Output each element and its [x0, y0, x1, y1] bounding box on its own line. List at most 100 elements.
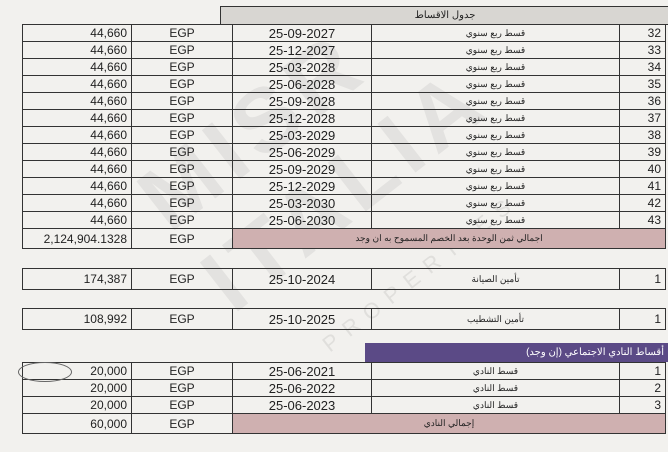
table-row: 44,660 EGP 25-12-2028 قسط ربع سنوي 37: [22, 109, 666, 127]
description: قسط ربع سنوي: [371, 109, 620, 127]
currency: EGP: [131, 75, 233, 93]
amount: 44,660: [22, 126, 132, 144]
row-number: 34: [619, 58, 666, 76]
description: قسط ربع سنوي: [371, 177, 620, 195]
amount: 44,660: [22, 109, 132, 127]
amount: 44,660: [22, 177, 132, 195]
amount: 108,992: [22, 308, 132, 330]
total-amount: 2,124,904.1328: [22, 228, 132, 249]
table-row: 44,660 EGP 25-03-2028 قسط ربع سنوي 34: [22, 58, 666, 76]
currency: EGP: [131, 160, 233, 178]
table-row: 44,660 EGP 25-12-2029 قسط ربع سنوي 41: [22, 177, 666, 195]
description: قسط ربع سنوي: [371, 24, 620, 42]
row-number: 39: [619, 143, 666, 161]
description: قسط ربع سنوي: [371, 143, 620, 161]
row-number: 43: [619, 211, 666, 229]
table-row: 20,000 EGP 25-06-2023 قسط النادي 3: [22, 396, 666, 414]
due-date: 25-03-2030: [232, 194, 372, 212]
currency: EGP: [131, 143, 233, 161]
amount: 44,660: [22, 194, 132, 212]
amount: 44,660: [22, 41, 132, 59]
currency: EGP: [131, 24, 233, 42]
table-row: 44,660 EGP 25-06-2028 قسط ربع سنوي 35: [22, 75, 666, 93]
row-number: 40: [619, 160, 666, 178]
table-row: 20,000 EGP 25-06-2022 قسط النادي 2: [22, 379, 666, 397]
row-number: 36: [619, 92, 666, 110]
amount: 20,000: [22, 396, 132, 414]
due-date: 25-12-2028: [232, 109, 372, 127]
total-row: 2,124,904.1328 EGP اجمالي ثمن الوحدة بعد…: [22, 228, 666, 249]
due-date: 25-03-2028: [232, 58, 372, 76]
currency: EGP: [131, 41, 233, 59]
due-date: 25-06-2021: [232, 362, 372, 380]
total-label: إجمالي النادي: [232, 413, 666, 434]
row-number: 1: [619, 268, 666, 290]
row-number: 41: [619, 177, 666, 195]
row-number: 33: [619, 41, 666, 59]
description: قسط النادي: [371, 396, 620, 414]
currency: EGP: [131, 413, 233, 434]
handwritten-circle: [18, 362, 72, 382]
due-date: 25-12-2027: [232, 41, 372, 59]
due-date: 25-10-2024: [232, 268, 372, 290]
row-number: 37: [619, 109, 666, 127]
currency: EGP: [131, 126, 233, 144]
due-date: 25-06-2029: [232, 143, 372, 161]
amount: 20,000: [22, 379, 132, 397]
row-number: 42: [619, 194, 666, 212]
currency: EGP: [131, 268, 233, 290]
row-number: 32: [619, 24, 666, 42]
currency: EGP: [131, 109, 233, 127]
amount: 44,660: [22, 24, 132, 42]
currency: EGP: [131, 228, 233, 249]
description: تأمين التشطيب: [371, 308, 620, 330]
total-label: اجمالي ثمن الوحدة بعد الخصم المسموح به ا…: [232, 228, 666, 249]
currency: EGP: [131, 396, 233, 414]
table-row: 44,660 EGP 25-03-2030 قسط ربع سنوي 42: [22, 194, 666, 212]
schedule-title: جدول الاقساط: [220, 6, 668, 25]
description: قسط ربع سنوي: [371, 126, 620, 144]
due-date: 25-09-2029: [232, 160, 372, 178]
maintenance-table: 174,387 EGP 25-10-2024 تأمين الصيانة 1: [22, 268, 666, 290]
club-title: أقساط النادي الاجتماعي (إن وجد): [365, 343, 668, 362]
amount: 44,660: [22, 211, 132, 229]
due-date: 25-12-2029: [232, 177, 372, 195]
table-row: 108,992 EGP 25-10-2025 تأمين التشطيب 1: [22, 308, 666, 330]
row-number: 35: [619, 75, 666, 93]
due-date: 25-06-2028: [232, 75, 372, 93]
table-row: 20,000 EGP 25-06-2021 قسط النادي 1: [22, 362, 666, 380]
amount: 44,660: [22, 92, 132, 110]
due-date: 25-06-2023: [232, 396, 372, 414]
description: قسط ربع سنوي: [371, 211, 620, 229]
currency: EGP: [131, 362, 233, 380]
amount: 44,660: [22, 58, 132, 76]
total-amount: 60,000: [22, 413, 132, 434]
currency: EGP: [131, 211, 233, 229]
row-number: 3: [619, 396, 666, 414]
table-row: 44,660 EGP 25-09-2028 قسط ربع سنوي 36: [22, 92, 666, 110]
row-number: 1: [619, 308, 666, 330]
due-date: 25-10-2025: [232, 308, 372, 330]
table-row: 44,660 EGP 25-06-2029 قسط ربع سنوي 39: [22, 143, 666, 161]
table-row: 44,660 EGP 25-03-2029 قسط ربع سنوي 38: [22, 126, 666, 144]
row-number: 2: [619, 379, 666, 397]
description: تأمين الصيانة: [371, 268, 620, 290]
table-row: 44,660 EGP 25-09-2027 قسط ربع سنوي 32: [22, 24, 666, 42]
currency: EGP: [131, 92, 233, 110]
amount: 174,387: [22, 268, 132, 290]
description: قسط النادي: [371, 362, 620, 380]
installments-table: 44,660 EGP 25-09-2027 قسط ربع سنوي 32 44…: [22, 24, 666, 249]
row-number: 1: [619, 362, 666, 380]
currency: EGP: [131, 194, 233, 212]
currency: EGP: [131, 379, 233, 397]
currency: EGP: [131, 308, 233, 330]
due-date: 25-06-2030: [232, 211, 372, 229]
table-row: 44,660 EGP 25-12-2027 قسط ربع سنوي 33: [22, 41, 666, 59]
table-row: 44,660 EGP 25-06-2030 قسط ربع سنوي 43: [22, 211, 666, 229]
description: قسط ربع سنوي: [371, 92, 620, 110]
row-number: 38: [619, 126, 666, 144]
due-date: 25-09-2027: [232, 24, 372, 42]
description: قسط ربع سنوي: [371, 194, 620, 212]
description: قسط ربع سنوي: [371, 160, 620, 178]
amount: 44,660: [22, 75, 132, 93]
